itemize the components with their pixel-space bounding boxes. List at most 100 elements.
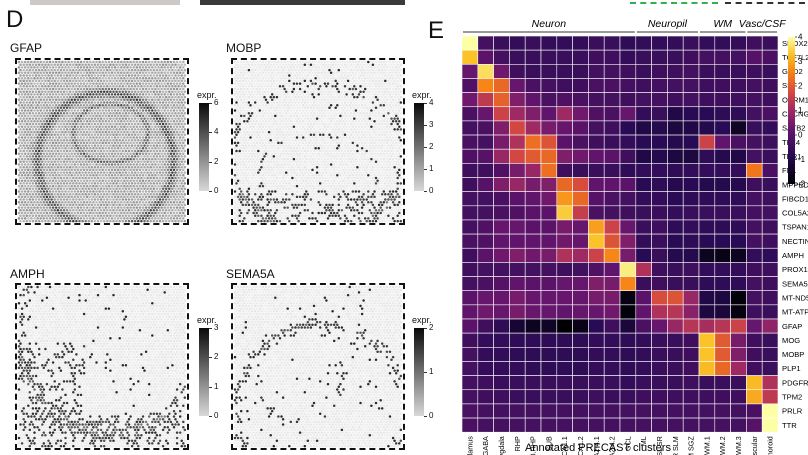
colorbar-gradient (788, 37, 795, 184)
heatmap-cell (493, 49, 510, 65)
heatmap-cell (667, 247, 684, 263)
heatmap-cell (461, 389, 479, 405)
colorbar-tick: 6 (214, 98, 219, 107)
heatmap-cell (477, 163, 494, 178)
heatmap-cell (714, 262, 731, 277)
heatmap-cell (493, 375, 510, 391)
heatmap-cell (572, 304, 589, 320)
heatmap-cell (698, 417, 716, 433)
heatmap-cell (698, 318, 716, 334)
heatmap-cell (556, 276, 573, 291)
heatmap-cell (619, 332, 637, 348)
heatmap-cell (540, 361, 558, 376)
heatmap-cell (698, 346, 716, 362)
heatmap-cell (477, 375, 494, 391)
legend-title-amph: expr. (197, 315, 217, 325)
heatmap-cell (667, 148, 684, 164)
heatmap-cell (556, 346, 573, 362)
row-label: MOBP (782, 350, 804, 359)
heatmap-cell (698, 375, 716, 391)
heatmap-cell (761, 290, 779, 306)
heatmap-cell (667, 177, 684, 192)
heatmap-cell (572, 92, 589, 108)
heatmap-cell (714, 163, 731, 178)
heatmap-cell (682, 134, 700, 150)
heatmap-cell (730, 35, 747, 51)
heatmap-cell (698, 304, 716, 320)
heatmap-cell (540, 262, 558, 277)
heatmap-cell (746, 64, 763, 79)
heatmap-cell (682, 78, 700, 93)
heatmap-cell (714, 219, 731, 235)
heatmap-cell (651, 304, 668, 320)
colorbar-tick-mark (209, 416, 212, 417)
heatmap-cell (509, 233, 526, 249)
heatmap-cell (714, 375, 731, 391)
heatmap-cell (730, 49, 747, 65)
heatmap-cell (603, 290, 621, 306)
panel-letter-d: D (6, 6, 24, 33)
colorbar-tick: 0 (214, 186, 219, 195)
spatial-map-gfap (15, 58, 189, 225)
heatmap-cell (524, 219, 542, 235)
heatmap-cell (540, 389, 558, 405)
colorbar-tick-mark (209, 191, 212, 192)
heatmap-cell (619, 134, 637, 150)
row-label: NECTIN3 (782, 237, 808, 246)
heatmap-cell (588, 191, 605, 207)
heatmap-cell (556, 163, 573, 178)
heatmap-cell (682, 35, 700, 51)
heatmap-cell (524, 332, 542, 348)
heatmap-cell (477, 262, 494, 277)
heatmap-cell (746, 417, 763, 433)
heatmap-cell (588, 92, 605, 108)
heatmap-cell (509, 346, 526, 362)
row-label: PRLR (782, 407, 803, 416)
heatmap-cell (698, 276, 716, 291)
heatmap-cell (635, 148, 652, 164)
heatmap-cell (746, 106, 763, 122)
heatmap-cell (540, 276, 558, 291)
heatmap-cell (540, 247, 558, 263)
gene-title-mobp: MOBP (226, 41, 262, 55)
heatmap-cell (667, 375, 684, 391)
heatmap-cell (556, 64, 573, 79)
colorbar-tick-mark (209, 103, 212, 104)
heatmap-cell (461, 35, 479, 51)
heatmap-cell (588, 205, 605, 221)
heatmap-cell (667, 233, 684, 249)
heatmap-cell (746, 403, 763, 419)
heatmap-cell (461, 375, 479, 391)
heatmap-cell (588, 403, 605, 419)
heatmap-cell (509, 276, 526, 291)
heatmap-cell (588, 389, 605, 405)
heatmap-cell (509, 304, 526, 320)
heatmap-cell (588, 64, 605, 79)
heatmap-cell (682, 64, 700, 79)
heatmap-cell (619, 92, 637, 108)
heatmap-cell (667, 35, 684, 51)
colorbar-tick-mark (209, 386, 212, 388)
heatmap-cell (651, 134, 668, 150)
heatmap-cell (651, 346, 668, 362)
row-label: MT-ND5 (782, 294, 808, 303)
heatmap-cell (572, 290, 589, 306)
column-label: CA1.2 (576, 436, 585, 455)
heatmap-cell (714, 78, 731, 93)
heatmap-cell (635, 219, 652, 235)
heatmap-cell (635, 247, 652, 263)
heatmap-cell (651, 49, 668, 65)
heatmap-cell (603, 262, 621, 277)
column-label: SLM SGZ (687, 436, 696, 455)
heatmap-cell (714, 346, 731, 362)
heatmap-cell (667, 389, 684, 405)
heatmap-cell (588, 417, 605, 433)
row-label: TSPAN18 (782, 223, 808, 232)
heatmap-cell (651, 205, 668, 221)
column-label: CA2-4.1 (592, 436, 601, 455)
crop-image-left (30, 0, 180, 5)
heatmap-cell (603, 318, 621, 334)
heatmap-cell (477, 134, 494, 150)
colorbar-tick: 2 (429, 142, 434, 151)
colorbar-tick-mark (209, 161, 212, 163)
